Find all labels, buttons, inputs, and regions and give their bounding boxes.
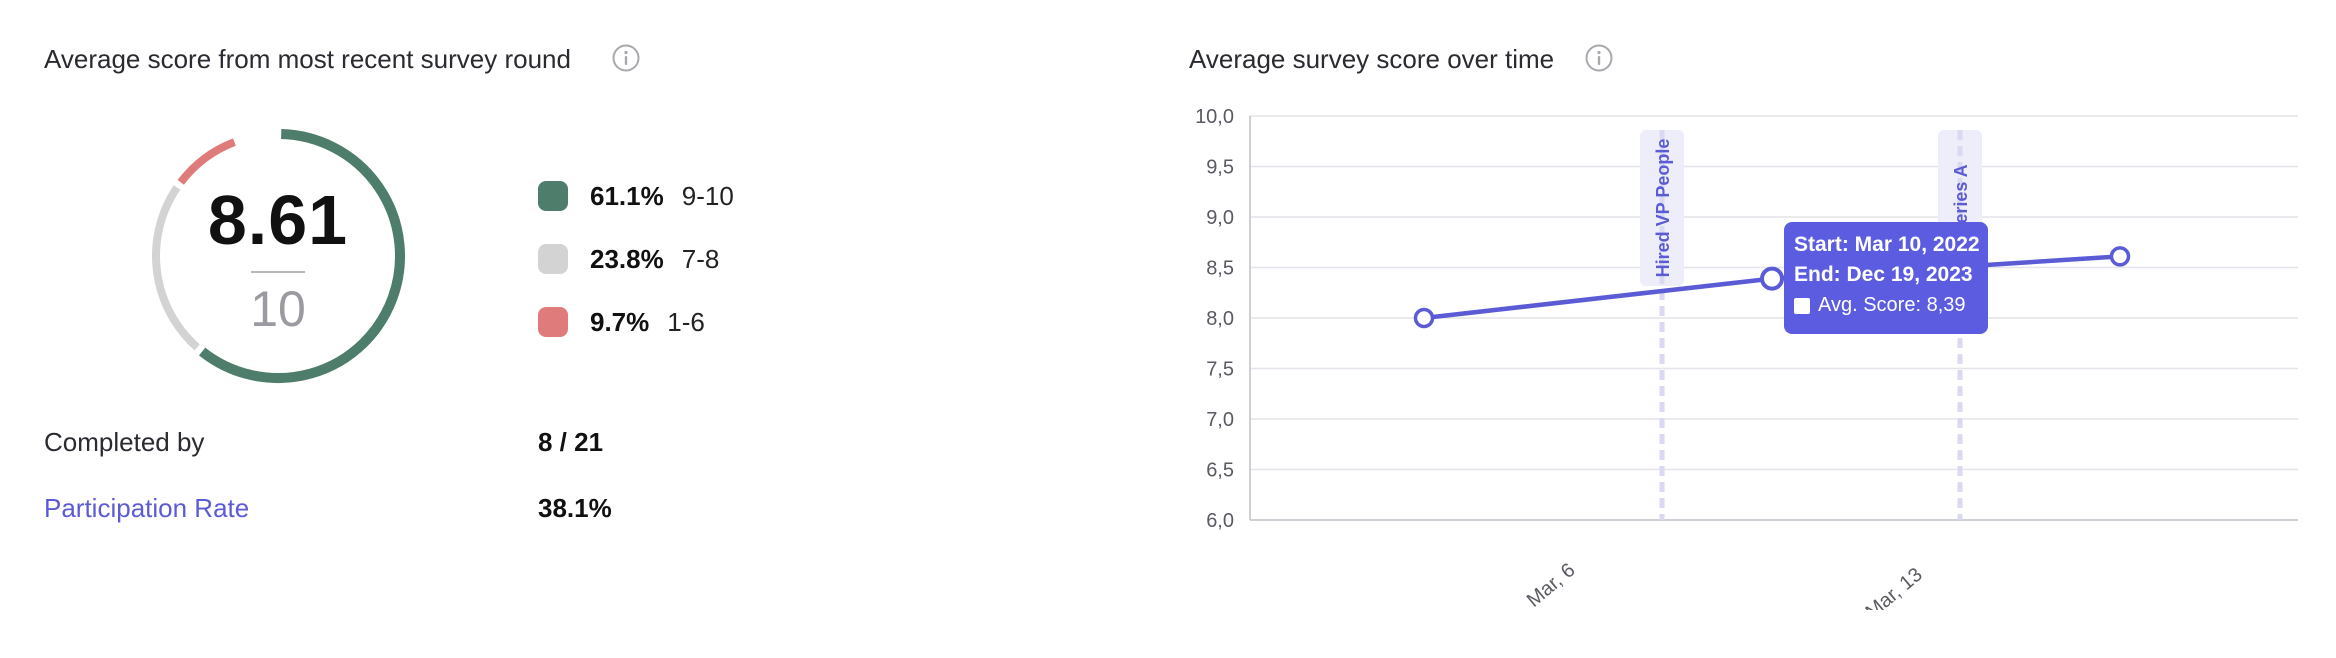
score-divider	[251, 271, 305, 273]
legend-percent: 61.1%	[590, 180, 664, 211]
right-panel-title: Average survey score over time	[1189, 44, 1555, 74]
y-tick-label: 7,5	[1206, 359, 1234, 381]
y-tick-label: 10,0	[1195, 106, 1234, 128]
donut-segment	[177, 138, 236, 185]
x-tick-label: Mar, 13	[1862, 564, 1927, 610]
completed-by-value: 8 / 21	[538, 427, 604, 457]
annotation-label: Hired VP People	[1653, 139, 1673, 278]
legend-swatch-high	[538, 181, 568, 211]
legend-percent: 9.7%	[590, 306, 650, 337]
tooltip-series-swatch	[1794, 297, 1810, 314]
tooltip-end: End: Dec 19, 2023	[1794, 263, 1973, 286]
left-panel-title: Average score from most recent survey ro…	[44, 44, 571, 74]
info-icon[interactable]	[611, 43, 641, 73]
legend-item-low: 9.7% 1-6	[538, 305, 705, 339]
legend-item-mid: 23.8% 7-8	[538, 242, 719, 276]
tooltip-series-value: Avg. Score: 8,39	[1818, 294, 1966, 316]
score-donut: 8.61 10	[150, 128, 406, 384]
donut-segment	[199, 129, 405, 383]
participation-rate-value: 38.1%	[538, 493, 612, 523]
y-tick-label: 8,0	[1206, 308, 1234, 330]
x-tick-label: Mar, 6	[1523, 559, 1580, 610]
data-point[interactable]	[2109, 246, 2131, 267]
legend-percent: 23.8%	[590, 243, 664, 274]
score-max: 10	[250, 281, 306, 337]
participation-rate-link[interactable]: Participation Rate	[44, 493, 250, 523]
data-point[interactable]	[1413, 307, 1435, 329]
tooltip-start: Start: Mar 10, 2022	[1794, 233, 1980, 256]
legend-range: 9-10	[681, 180, 734, 211]
donut-segment	[152, 185, 200, 351]
annotation-label-bg	[1640, 130, 1684, 286]
legend-swatch-mid	[538, 244, 568, 274]
score-line-chart: Hired VP People d Series A 10,09,59,08,58…	[1195, 106, 2298, 610]
y-tick-label: 6,5	[1206, 460, 1234, 482]
info-icon[interactable]	[1584, 43, 1614, 73]
y-tick-label: 7,0	[1206, 409, 1234, 431]
legend-item-high: 61.1% 9-10	[538, 179, 734, 213]
legend-swatch-low	[538, 307, 568, 337]
score-value: 8.61	[207, 181, 349, 259]
y-tick-label: 9,5	[1206, 157, 1234, 179]
legend-range: 1-6	[667, 306, 705, 337]
data-point[interactable]	[1760, 266, 1784, 291]
y-tick-label: 9,0	[1206, 207, 1234, 229]
legend-range: 7-8	[681, 243, 720, 274]
chart-tooltip: Start: Mar 10, 2022 End: Dec 19, 2023 Av…	[1784, 222, 1988, 334]
y-tick-label: 8,5	[1206, 258, 1234, 280]
completed-by-label: Completed by	[44, 427, 205, 457]
y-tick-label: 6,0	[1206, 510, 1234, 532]
donut-ring	[152, 129, 405, 383]
